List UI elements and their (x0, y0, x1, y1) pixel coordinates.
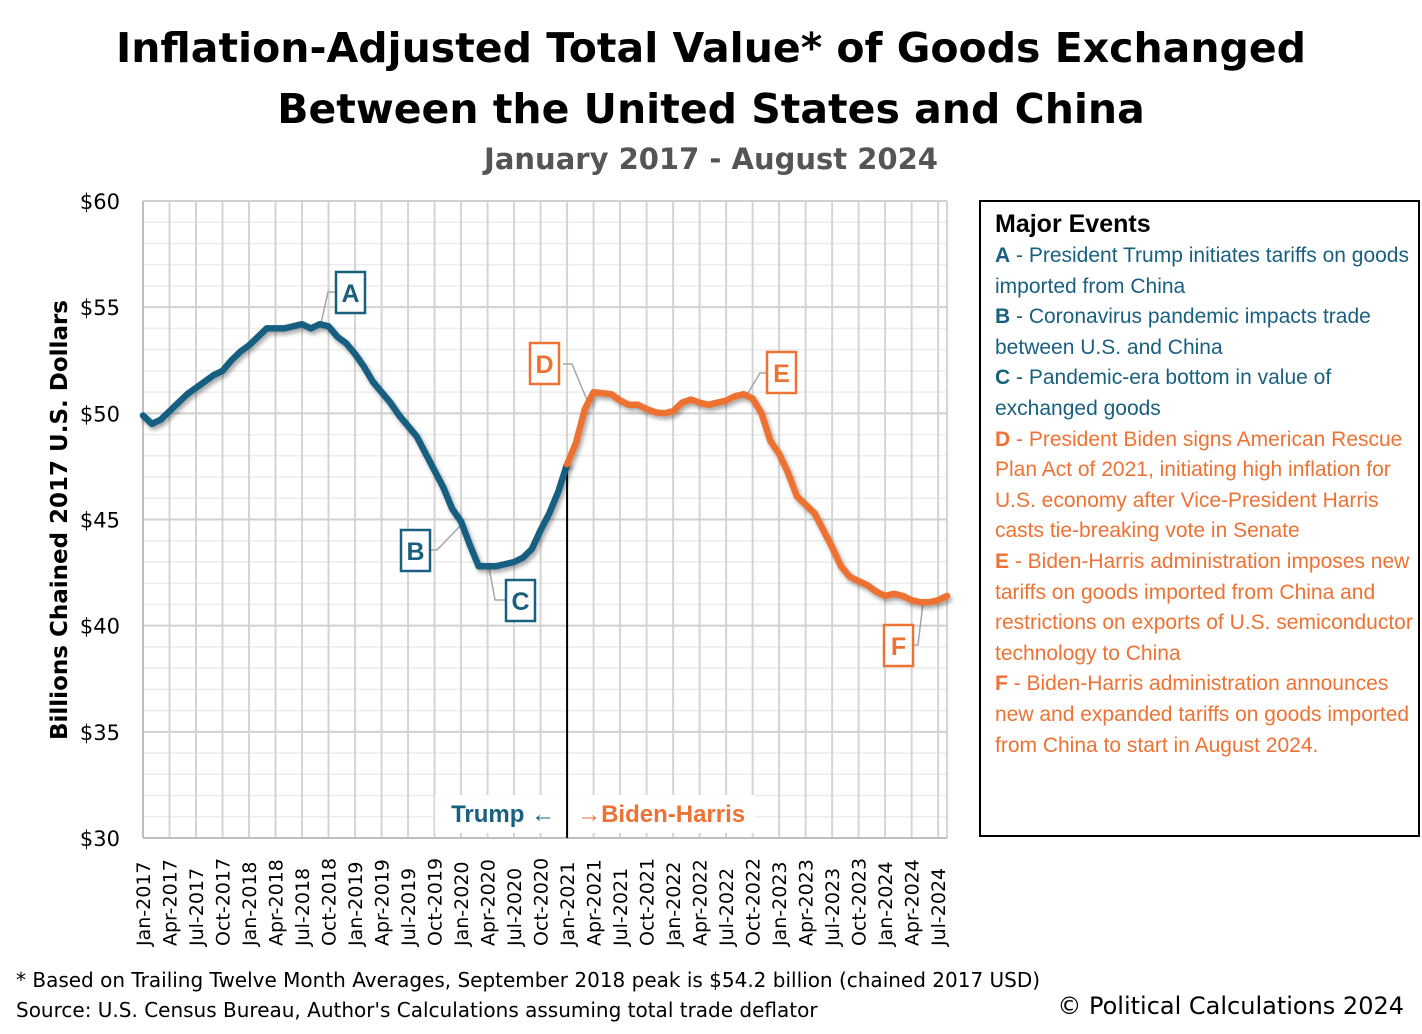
x-tick-label: Jul-2019 (398, 868, 420, 947)
x-tick-label: Apr-2018 (266, 859, 288, 946)
legend-event-c: C - Pandemic-era bottom in value of exch… (995, 363, 1418, 424)
annotation-label-e: E (773, 360, 790, 388)
x-tick-label: Jan-2020 (451, 862, 473, 948)
chart-subtitle: January 2017 - August 2024 (484, 142, 938, 176)
x-tick-label: Jan-2023 (769, 862, 791, 948)
annotation-box-a (334, 270, 367, 315)
footnote: * Based on Trailing Twelve Month Average… (16, 968, 1041, 992)
y-tick-label: $50 (80, 402, 120, 426)
chart-title: Inflation-Adjusted Total Value* of Goods… (115, 24, 1307, 72)
legend-event-b: B - Coronavirus pandemic impacts trade b… (995, 302, 1418, 363)
series-line-trump (139, 320, 571, 570)
x-tick-label: Apr-2022 (690, 859, 712, 946)
x-tick-label: Jan-2024 (875, 862, 897, 948)
x-tick-label: Jul-2022 (716, 868, 738, 947)
x-tick-label: Jan-2021 (557, 862, 579, 948)
major-events-legend: Major Events A - President Trump initiat… (979, 200, 1420, 837)
x-tick-label: Oct-2019 (425, 858, 447, 946)
event-text: - President Trump initiates tariffs on g… (995, 244, 1409, 298)
legend-event-d: D - President Biden signs American Rescu… (995, 425, 1418, 547)
event-letter: D (995, 427, 1011, 451)
event-letter: B (995, 305, 1011, 329)
legend-event-f: F - Biden-Harris administration announce… (995, 669, 1418, 761)
y-tick-label: $55 (80, 296, 120, 320)
x-tick-label: Oct-2023 (849, 858, 871, 946)
biden-harris-period-label: →Biden-Harris (577, 801, 745, 828)
x-tick-label: Oct-2018 (319, 858, 341, 946)
annotation-box-d (528, 341, 561, 386)
x-tick-label: Apr-2019 (372, 859, 394, 946)
event-letter: E (995, 549, 1010, 573)
y-tick-label: $40 (80, 615, 120, 639)
x-tick-label: Jul-2021 (610, 868, 632, 947)
annotation-leader-a (320, 291, 336, 324)
annotation-label-b: B (406, 538, 424, 566)
x-tick-label: Apr-2017 (160, 859, 182, 946)
annotation-box-e (765, 350, 798, 395)
x-tick-label: Oct-2017 (213, 858, 235, 946)
event-text: - Biden-Harris administration imposes ne… (995, 549, 1413, 665)
y-tick-label: $30 (80, 827, 120, 851)
legend-event-e: E - Biden-Harris administration imposes … (995, 547, 1418, 669)
event-letter: C (995, 366, 1011, 390)
chart-title-line2: Between the United States and China (277, 85, 1145, 133)
annotation-box-c (504, 578, 537, 623)
x-tick-label: Jul-2017 (186, 868, 208, 947)
annotation-leader-e (747, 372, 767, 394)
annotation-label-f: F (891, 633, 906, 661)
event-text: - Pandemic-era bottom in value of exchan… (995, 366, 1332, 420)
event-letter: F (995, 672, 1008, 696)
x-tick-label: Apr-2023 (796, 859, 818, 946)
x-tick-label: Jul-2018 (292, 868, 314, 947)
annotation-leader-b (430, 522, 464, 551)
x-tick-label: Jan-2022 (663, 862, 685, 948)
x-tick-label: Oct-2020 (531, 858, 553, 946)
annotation-label-c: C (511, 588, 529, 616)
x-tick-label: Apr-2020 (478, 859, 500, 946)
x-tick-label: Oct-2022 (743, 858, 765, 946)
event-text: - President Biden signs American Rescue … (995, 427, 1403, 543)
annotation-box-b (399, 528, 432, 573)
x-tick-label: Apr-2021 (584, 859, 606, 946)
source-note: Source: U.S. Census Bureau, Author's Cal… (16, 998, 818, 1022)
x-tick-label: Jan-2019 (345, 862, 367, 948)
event-text: - Biden-Harris administration announces … (995, 672, 1410, 757)
annotation-leader-c (488, 566, 506, 601)
copyright: © Political Calculations 2024 (1057, 992, 1404, 1020)
series-line-biden-harris (563, 388, 951, 606)
event-letter: A (995, 244, 1011, 267)
annotation-label-a: A (341, 280, 359, 308)
legend-event-a: A - President Trump initiates tariffs on… (995, 241, 1418, 302)
x-tick-label: Jul-2020 (504, 868, 526, 947)
annotation-label-d: D (535, 351, 553, 379)
divider-label-background (435, 795, 755, 833)
x-tick-label: Jul-2023 (822, 868, 844, 947)
event-text: - Coronavirus pandemic impacts trade bet… (995, 305, 1371, 359)
annotation-leader-d (563, 363, 588, 401)
legend-title: Major Events (995, 210, 1151, 238)
y-tick-label: $35 (80, 721, 120, 745)
x-tick-label: Apr-2024 (902, 859, 924, 946)
y-tick-label: $45 (80, 509, 120, 533)
x-tick-label: Jan-2018 (239, 862, 261, 948)
x-tick-label: Jan-2017 (133, 862, 155, 948)
annotation-box-f (882, 623, 915, 668)
trump-period-label: Trump ← (451, 801, 555, 828)
y-tick-label: $60 (80, 190, 120, 214)
x-tick-label: Oct-2021 (637, 858, 659, 946)
x-tick-label: Jul-2024 (928, 868, 950, 947)
